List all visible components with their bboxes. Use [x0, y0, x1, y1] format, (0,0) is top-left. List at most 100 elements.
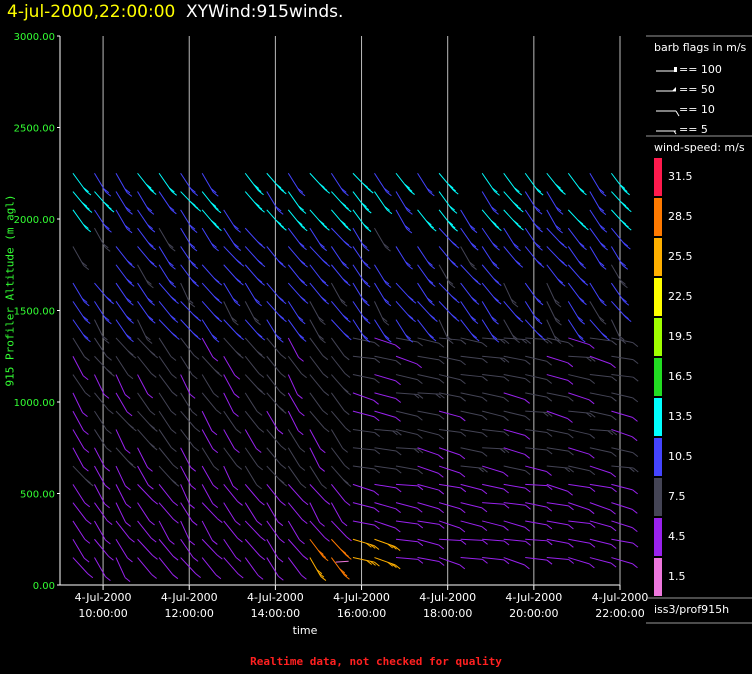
wind-barb-staff [589, 502, 611, 511]
wind-barb [137, 410, 158, 432]
wind-barb [94, 410, 112, 434]
wind-barb-flag [602, 245, 608, 251]
wind-barb [201, 301, 223, 323]
wind-barb-flag [525, 487, 531, 493]
speed-legend-label: 19.5 [668, 330, 693, 343]
wind-barb [115, 209, 133, 234]
wind-barb-staff [158, 429, 172, 448]
wind-barb-staff [482, 520, 504, 527]
wind-barb [460, 264, 481, 286]
wind-barb-flag [560, 190, 566, 195]
wind-barb [180, 557, 201, 578]
wind-barb-flag [299, 259, 306, 265]
wind-barb [137, 502, 155, 526]
wind-barb-flag [611, 430, 618, 436]
wind-barb-flag [126, 411, 133, 417]
wind-barb-flag [512, 334, 518, 340]
wind-barb-staff [374, 337, 396, 346]
wind-barb-flag [280, 445, 287, 451]
wind-barb [568, 428, 596, 439]
wind-barb [482, 502, 510, 509]
wind-barb-staff [201, 410, 213, 432]
wind-barb-flag [192, 264, 199, 270]
wind-barb [417, 337, 445, 348]
wind-barb [158, 447, 179, 470]
wind-barb-flag [503, 431, 510, 437]
wind-barb [568, 465, 596, 476]
wind-barbs [72, 172, 639, 582]
wind-barb-staff [137, 447, 148, 468]
wind-barb-staff [611, 502, 633, 510]
wind-barb [503, 209, 524, 231]
wind-barb-flag [428, 191, 435, 197]
wind-barb-flag [610, 363, 616, 369]
wind-barb-flag [238, 280, 244, 286]
x-tick-time: 16:00:00 [337, 607, 386, 620]
wind-barb-flag [482, 559, 488, 564]
wind-barb-flag [106, 520, 113, 526]
wind-barb [223, 337, 244, 359]
wind-barb-flag [537, 227, 543, 233]
wind-barb-flag [85, 337, 91, 343]
wind-barb [287, 392, 305, 417]
wind-barb-staff [266, 355, 281, 374]
wind-barb [223, 520, 243, 543]
wind-barb [568, 538, 596, 548]
wind-barb-flag [438, 342, 445, 348]
wind-barb-flag [471, 265, 477, 270]
wind-barb-staff [158, 355, 172, 375]
wind-barb-flag [235, 428, 242, 434]
wind-barb-flag [255, 320, 261, 326]
barb-legend-entry: == 10 [656, 103, 715, 117]
wind-barb-staff [331, 410, 346, 429]
wind-barb-flag [567, 433, 574, 439]
barb-legend-label: == 100 [679, 63, 722, 76]
wind-barb [180, 319, 201, 341]
wind-barb-flag [395, 398, 402, 403]
wind-barb-flag [83, 265, 90, 270]
wind-barb-staff [72, 410, 84, 431]
wind-barb-flag [255, 187, 262, 193]
wind-barb [481, 191, 499, 215]
wind-barb-staff [266, 520, 280, 540]
wind-barb [266, 319, 284, 343]
wind-barb-flag [215, 208, 222, 214]
wind-barb [309, 392, 329, 416]
wind-barb-staff [352, 428, 375, 434]
wind-barb [309, 447, 325, 472]
wind-barb-flag [169, 246, 176, 252]
wind-barb-flag [417, 485, 424, 491]
wind-barb-flag [481, 415, 488, 421]
wind-barb-flag [340, 220, 346, 225]
wind-barb-flag [374, 378, 380, 384]
wind-barb-flag [255, 448, 262, 453]
wind-barb [115, 355, 134, 380]
station-label: iss3/prof915h [654, 603, 730, 616]
wind-barb [482, 483, 509, 494]
wind-barb-flag [438, 414, 445, 420]
wind-barb-flag [482, 376, 488, 382]
wind-barb [201, 191, 222, 214]
wind-barb [287, 465, 307, 489]
wind-barb-flag [170, 314, 176, 320]
wind-barb [589, 319, 610, 341]
wind-barb-flag [151, 262, 158, 268]
wind-barb [374, 557, 401, 570]
wind-barb-flag [320, 278, 327, 284]
wind-barb [352, 447, 381, 455]
wind-barb-flag [406, 187, 413, 192]
wind-barb-flag [622, 283, 628, 289]
wind-barb-flag [192, 313, 199, 319]
wind-barb-staff [589, 374, 612, 378]
wind-barb-flag [216, 372, 223, 377]
wind-barb [589, 246, 607, 270]
wind-barb-flag [525, 339, 531, 344]
wind-barb-flag [213, 296, 220, 301]
wind-barb-staff [374, 520, 396, 529]
speed-legend-label: 4.5 [668, 530, 686, 543]
wind-barb-flag [128, 300, 134, 306]
wind-barb-flag [193, 355, 200, 360]
wind-barb-flag [257, 574, 264, 580]
wind-barb-staff [503, 520, 525, 528]
wind-barb-flag [301, 519, 308, 525]
